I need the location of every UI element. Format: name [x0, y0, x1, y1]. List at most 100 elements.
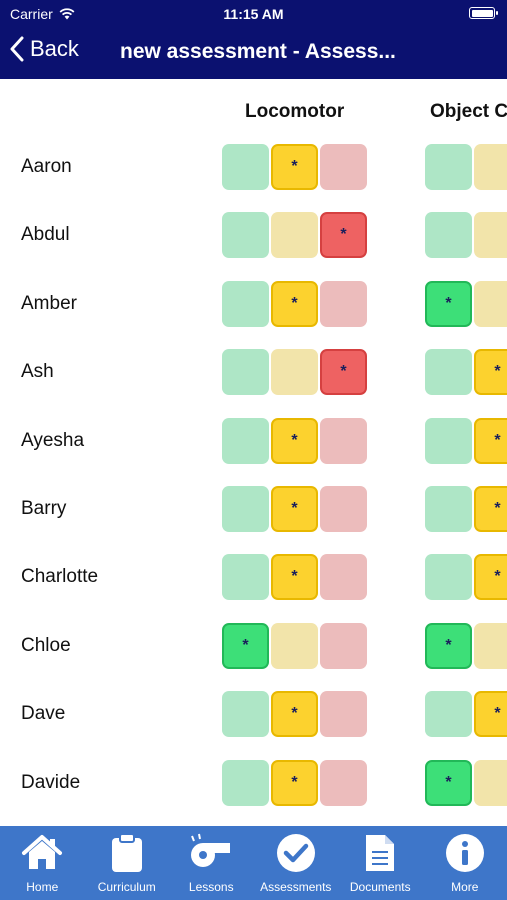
- score-green-cell[interactable]: [425, 486, 472, 532]
- score-group: *: [425, 759, 507, 806]
- status-bar: Carrier 11:15 AM: [0, 0, 507, 28]
- score-green-cell[interactable]: [222, 144, 269, 190]
- carrier-label: Carrier: [10, 6, 53, 22]
- score-yellow-cell[interactable]: *: [474, 417, 507, 464]
- student-row: Dave * *: [0, 691, 507, 739]
- tab-label: Curriculum: [97, 880, 156, 894]
- score-green-cell[interactable]: [425, 691, 472, 738]
- student-name: Ash: [21, 361, 54, 383]
- score-green-cell[interactable]: [222, 280, 269, 327]
- score-green-cell[interactable]: [222, 486, 269, 532]
- score-green-cell[interactable]: [222, 691, 269, 738]
- score-red-cell[interactable]: [320, 622, 367, 669]
- student-name: Charlotte: [21, 566, 99, 588]
- score-yellow-cell[interactable]: *: [271, 691, 318, 738]
- column-header-object-control: Object C: [430, 101, 507, 122]
- score-green-cell[interactable]: [425, 212, 472, 259]
- score-group: *: [425, 691, 507, 738]
- tab-lessons[interactable]: Lessons: [169, 826, 254, 900]
- score-red-cell[interactable]: *: [320, 349, 367, 396]
- score-group: *: [222, 622, 367, 669]
- score-yellow-cell[interactable]: [474, 144, 507, 190]
- score-group: *: [425, 486, 507, 532]
- score-yellow-cell[interactable]: [474, 280, 507, 327]
- score-green-cell[interactable]: [425, 554, 472, 601]
- score-red-cell[interactable]: [320, 554, 367, 601]
- status-time: 11:15 AM: [223, 6, 284, 22]
- score-red-cell[interactable]: [320, 486, 367, 532]
- score-yellow-cell[interactable]: *: [271, 759, 318, 806]
- score-group: *: [425, 622, 507, 669]
- tab-label: More: [451, 880, 479, 894]
- score-yellow-cell[interactable]: *: [271, 417, 318, 464]
- score-red-cell[interactable]: [320, 691, 367, 738]
- student-row: Ayesha * *: [0, 417, 507, 466]
- column-header-locomotor: Locomotor: [245, 101, 345, 122]
- back-label: Back: [30, 36, 79, 61]
- tab-bar: Home Curriculum Lessons Assessments Document…: [0, 826, 507, 900]
- score-group: *: [222, 349, 367, 396]
- tab-more[interactable]: More: [423, 826, 507, 900]
- score-green-cell[interactable]: [425, 349, 472, 396]
- score-red-cell[interactable]: *: [320, 212, 367, 259]
- score-green-cell[interactable]: [222, 759, 269, 806]
- score-green-cell[interactable]: *: [425, 622, 472, 669]
- whistle-icon: [188, 832, 234, 874]
- score-green-cell[interactable]: [222, 417, 269, 464]
- score-group: *: [222, 759, 367, 806]
- tab-home[interactable]: Home: [0, 826, 85, 900]
- score-yellow-cell[interactable]: *: [474, 349, 507, 396]
- score-yellow-cell[interactable]: [271, 349, 318, 396]
- score-green-cell[interactable]: *: [222, 622, 269, 669]
- score-yellow-cell[interactable]: *: [271, 486, 318, 532]
- back-button[interactable]: Back: [10, 36, 79, 62]
- score-red-cell[interactable]: [320, 417, 367, 464]
- score-green-cell[interactable]: [222, 212, 269, 259]
- score-red-cell[interactable]: [320, 759, 367, 806]
- tab-label: Assessments: [260, 880, 332, 894]
- score-green-cell[interactable]: [425, 417, 472, 464]
- score-group: *: [425, 554, 507, 601]
- student-row: Aaron *: [0, 144, 507, 192]
- score-yellow-cell[interactable]: *: [271, 144, 318, 190]
- score-yellow-cell[interactable]: [271, 622, 318, 669]
- score-group: [425, 144, 507, 190]
- student-name: Ayesha: [21, 429, 85, 451]
- student-name: Chloe: [21, 634, 71, 656]
- tab-assessments[interactable]: Assessments: [254, 826, 339, 900]
- score-yellow-cell[interactable]: *: [271, 554, 318, 601]
- score-yellow-cell[interactable]: *: [474, 554, 507, 601]
- tab-label: Lessons: [188, 880, 234, 894]
- score-group: *: [425, 417, 507, 464]
- score-yellow-cell[interactable]: [474, 759, 507, 806]
- score-yellow-cell[interactable]: *: [474, 691, 507, 738]
- score-yellow-cell[interactable]: [474, 212, 507, 259]
- score-yellow-cell[interactable]: [474, 622, 507, 669]
- page-title: new assessment - Assess...: [120, 40, 396, 63]
- student-row: Ash * *: [0, 349, 507, 397]
- document-icon: [357, 832, 403, 874]
- score-group: *: [222, 486, 367, 532]
- score-green-cell[interactable]: *: [425, 759, 472, 806]
- score-group: *: [222, 417, 367, 464]
- tab-documents[interactable]: Documents: [338, 826, 423, 900]
- student-row: Abdul *: [0, 212, 507, 260]
- score-group: *: [222, 691, 367, 738]
- score-red-cell[interactable]: [320, 280, 367, 327]
- assessment-grid[interactable]: Locomotor Object C Aaron * Abdul * Amber * * As…: [0, 79, 507, 826]
- score-group: *: [222, 554, 367, 601]
- student-name: Davide: [21, 771, 81, 793]
- tab-curriculum[interactable]: Curriculum: [85, 826, 170, 900]
- student-row: Chloe * *: [0, 622, 507, 671]
- score-green-cell[interactable]: *: [425, 280, 472, 327]
- score-green-cell[interactable]: [222, 554, 269, 601]
- score-yellow-cell[interactable]: [271, 212, 318, 259]
- score-red-cell[interactable]: [320, 144, 367, 190]
- score-green-cell[interactable]: [222, 349, 269, 396]
- student-name: Abdul: [21, 224, 70, 246]
- student-row: Davide * *: [0, 759, 507, 808]
- score-yellow-cell[interactable]: *: [474, 486, 507, 532]
- score-green-cell[interactable]: [425, 144, 472, 190]
- check-circle-icon: [273, 832, 319, 874]
- score-yellow-cell[interactable]: *: [271, 280, 318, 327]
